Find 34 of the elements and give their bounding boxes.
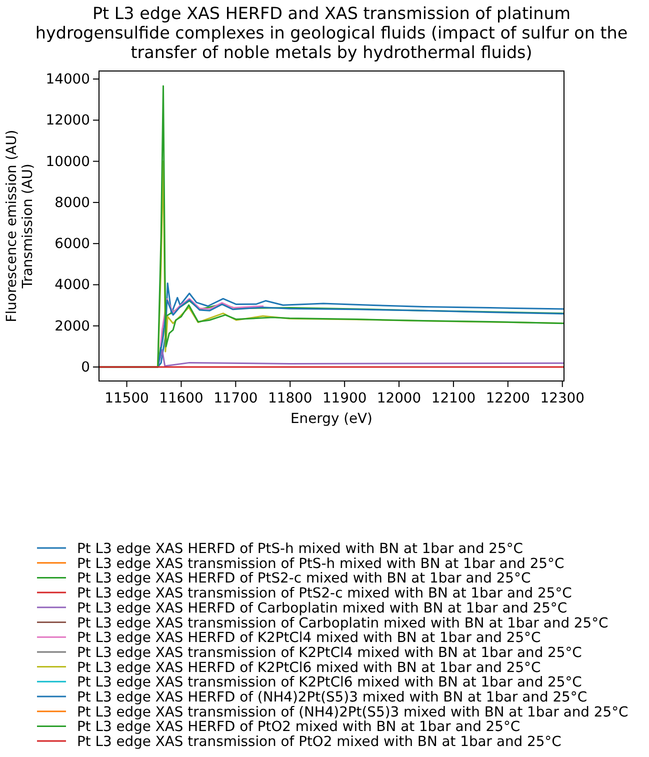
x-tick-label: 11700 bbox=[214, 390, 258, 407]
legend-label: Pt L3 edge XAS HERFD of Carboplatin mixed with BN at 1bar and 25°C bbox=[77, 600, 568, 616]
legend-label: Pt L3 edge XAS transmission of K2PtCl4 mixed with BN at 1bar and 25°C bbox=[77, 644, 582, 661]
x-tick-label: 12200 bbox=[486, 390, 530, 407]
chart-title: Pt L3 edge XAS HERFD and XAS transmission of platinum hydrogensulfide complexes in geological fluids (impact of sulfur on the transfer of noble metals by hydrothermal fluids) bbox=[35, 3, 628, 62]
x-tick-label: 11800 bbox=[268, 390, 312, 407]
y-tick-label: 8000 bbox=[54, 194, 90, 211]
y-tick-label: 2000 bbox=[54, 318, 90, 334]
legend-label: Pt L3 edge XAS HERFD of PtO2 mixed with BN at 1bar and 25°C bbox=[77, 719, 520, 736]
y-axis-title: Fluorescence emission (AU) Transmission (AU) bbox=[4, 130, 36, 322]
legend-label: Pt L3 edge XAS transmission of PtO2 mixed with BN at 1bar and 25°C bbox=[77, 734, 562, 750]
x-tick-label: 12000 bbox=[376, 390, 422, 407]
legend-label: Pt L3 edge XAS HERFD of PtS2-c mixed with BN at 1bar and 25°C bbox=[77, 570, 531, 587]
y-tick-label: 12000 bbox=[46, 112, 90, 129]
y-tick-label: 14000 bbox=[46, 71, 90, 88]
x-tick-label: 11500 bbox=[104, 390, 149, 407]
legend-label: Pt L3 edge XAS transmission of PtS-h mixed with BN at 1bar and 25°C bbox=[77, 556, 564, 572]
y-tick-label: 4000 bbox=[54, 277, 90, 294]
legend-label: Pt L3 edge XAS HERFD of PtS-h mixed with BN at 1bar and 25°C bbox=[77, 541, 523, 557]
x-tick-label: 12100 bbox=[431, 390, 476, 407]
y-tick-label: 0 bbox=[81, 359, 90, 376]
legend-label: Pt L3 edge XAS transmission of K2PtCl6 mixed with BN at 1bar and 25°C bbox=[77, 674, 582, 691]
y-tick-label: 10000 bbox=[46, 154, 90, 170]
x-tick-label: 12300 bbox=[540, 390, 584, 407]
y-tick-label: 6000 bbox=[54, 236, 90, 252]
x-tick-label: 11600 bbox=[159, 390, 204, 407]
legend-label: Pt L3 edge XAS transmission of (NH4)2Pt(S5)3 mixed with BN at 1bar and 25°C bbox=[77, 704, 628, 720]
x-axis-title: Energy (eV) bbox=[290, 411, 372, 427]
legend-label: Pt L3 edge XAS HERFD of (NH4)2Pt(S5)3 mixed with BN at 1bar and 25°C bbox=[77, 690, 588, 706]
legend-label: Pt L3 edge XAS HERFD of K2PtCl4 mixed with BN at 1bar and 25°C bbox=[77, 630, 541, 646]
x-tick-label: 11900 bbox=[322, 390, 367, 407]
legend-label: Pt L3 edge XAS transmission of PtS2-c mixed with BN at 1bar and 25°C bbox=[77, 586, 572, 602]
legend-label: Pt L3 edge XAS transmission of Carboplatin mixed with BN at 1bar and 25°C bbox=[77, 615, 608, 632]
legend-label: Pt L3 edge XAS HERFD of K2PtCl6 mixed with BN at 1bar and 25°C bbox=[77, 660, 541, 676]
